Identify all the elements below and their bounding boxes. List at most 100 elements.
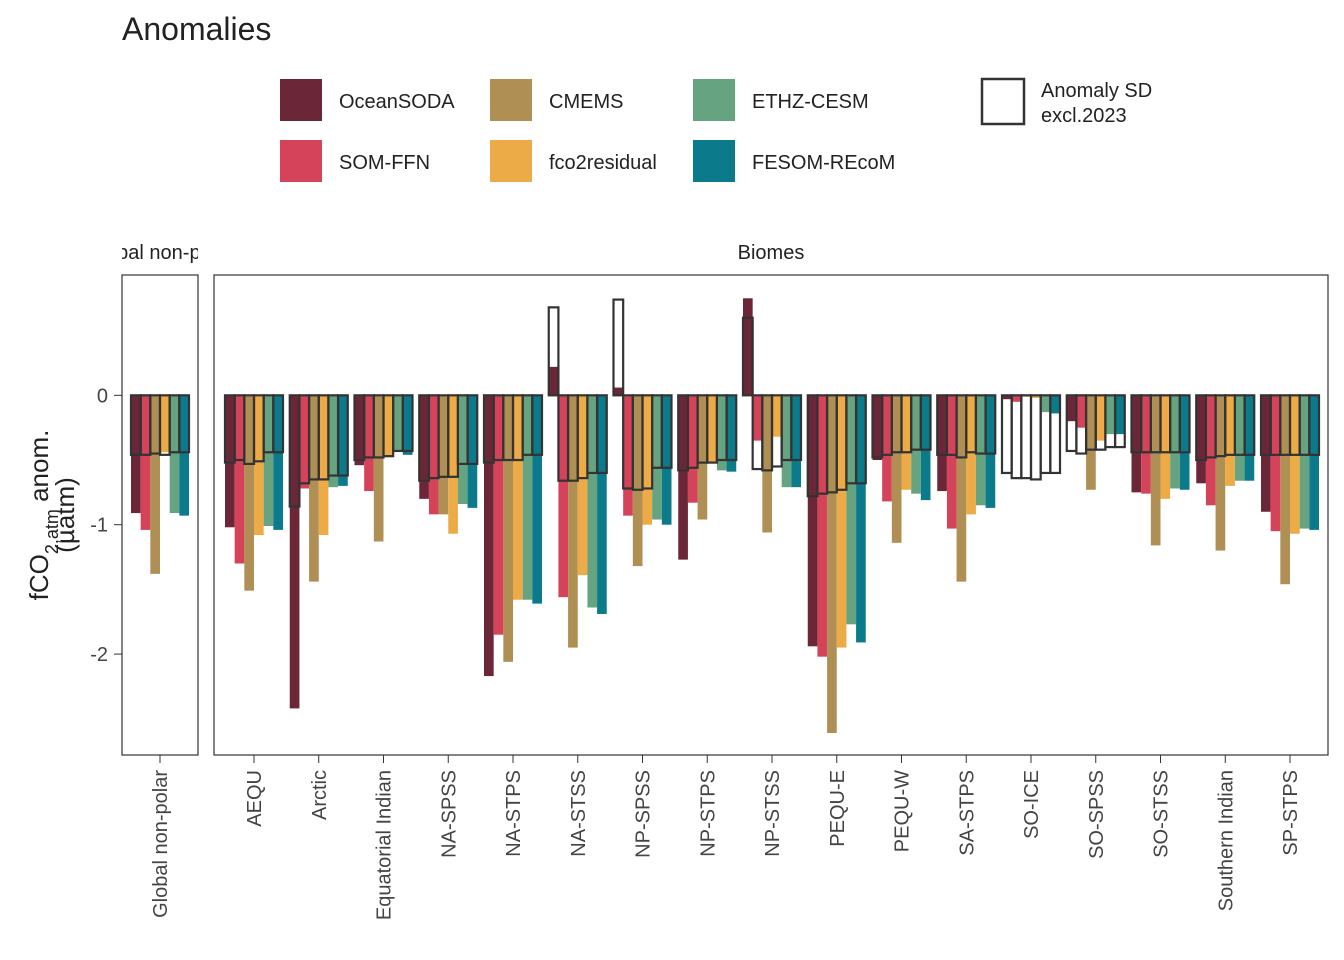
bar (1095, 395, 1106, 441)
bar (1031, 395, 1041, 398)
bar (726, 395, 737, 472)
bar (419, 395, 429, 499)
bar (1002, 395, 1012, 400)
bar (1105, 395, 1116, 435)
bar (160, 395, 170, 453)
bar (513, 395, 523, 600)
bar (937, 395, 947, 492)
legend-key (693, 79, 735, 121)
bar (1066, 395, 1077, 422)
x-tick-label: NP-SPSS (633, 770, 655, 858)
x-tick-label: NA-STPS (503, 770, 525, 857)
bar (1170, 395, 1180, 489)
sd-outline (336, 394, 349, 477)
bar (966, 395, 976, 515)
legend-label: CMEMS (549, 91, 623, 113)
x-tick-label: SO-SPSS (1086, 770, 1108, 859)
x-tick-label: Equatorial Indian (374, 770, 396, 920)
bar (901, 395, 912, 490)
bar (493, 395, 504, 635)
bar (920, 395, 931, 501)
sd-outline (401, 394, 414, 453)
bar (872, 395, 883, 461)
sd-outline (854, 394, 867, 485)
sd-outline (790, 394, 803, 462)
panel-title: Biomes (738, 242, 805, 264)
bar (1076, 395, 1087, 428)
bar (568, 395, 578, 648)
legend-key (280, 140, 322, 182)
chart-title: Anomalies (122, 11, 271, 47)
y-tick-label: 0 (97, 385, 108, 407)
sd-outline (660, 394, 673, 469)
bar (911, 395, 921, 494)
y-axis-label-part: 2,atm (42, 509, 62, 554)
bar (743, 298, 753, 396)
bar (661, 395, 672, 525)
bar (328, 395, 339, 488)
bar (1280, 395, 1290, 585)
bar (1261, 395, 1271, 512)
bar (1160, 395, 1171, 499)
legend-key (280, 79, 322, 121)
bar (318, 395, 329, 536)
sd-outline (741, 316, 754, 397)
bar (652, 395, 662, 520)
x-tick-label: PEQU-E (827, 770, 849, 847)
bar (1179, 395, 1190, 490)
bar (383, 395, 394, 458)
sd-outline (595, 394, 608, 475)
x-tick-label: NP-STPS (697, 770, 719, 857)
sd-outline (1308, 394, 1321, 456)
legend-label: FESOM-REcoM (752, 152, 895, 174)
bar (179, 395, 189, 516)
bar (354, 395, 365, 466)
y-tick-label: -2 (90, 644, 108, 666)
sd-outline (272, 394, 285, 454)
bar (234, 395, 245, 564)
sd-outline (178, 394, 191, 454)
bar (1309, 395, 1319, 530)
bar (687, 395, 698, 503)
sd-outline (1029, 394, 1042, 481)
bar (1086, 395, 1096, 490)
bar (1131, 395, 1142, 493)
bar (1215, 395, 1226, 551)
legend-key (693, 140, 735, 182)
bar (428, 395, 439, 515)
bar (1225, 395, 1235, 486)
bar (856, 395, 866, 643)
bar (1141, 395, 1151, 494)
bar (548, 366, 559, 396)
bar (1299, 395, 1310, 529)
sd-outline (466, 394, 479, 465)
bar (882, 395, 892, 502)
x-tick-label: Arctic (309, 770, 331, 820)
bar (577, 395, 588, 576)
bar (1050, 395, 1060, 414)
bar (263, 395, 274, 526)
bar (1196, 395, 1206, 484)
bar (289, 395, 300, 709)
bar (762, 395, 772, 533)
sd-outline (1178, 394, 1191, 454)
bar (150, 395, 160, 574)
bar (597, 395, 607, 614)
x-tick-label: Global non-polar (150, 770, 172, 918)
legend-label: SOM-FFN (339, 152, 430, 174)
bar (613, 387, 624, 396)
x-tick-label: SP-STPS (1280, 770, 1302, 856)
bar (642, 395, 653, 525)
bar (254, 395, 264, 536)
legend-label: Anomaly SD (1041, 80, 1152, 102)
bar (338, 395, 348, 486)
x-tick-label: AEQU (244, 770, 266, 827)
bar (169, 395, 180, 514)
x-tick-label: NA-STSS (568, 770, 590, 857)
sd-outline (531, 394, 544, 456)
bar (697, 395, 708, 520)
bar (1270, 395, 1281, 532)
bar (522, 395, 533, 600)
x-tick-label: Southern Indian (1215, 770, 1237, 911)
